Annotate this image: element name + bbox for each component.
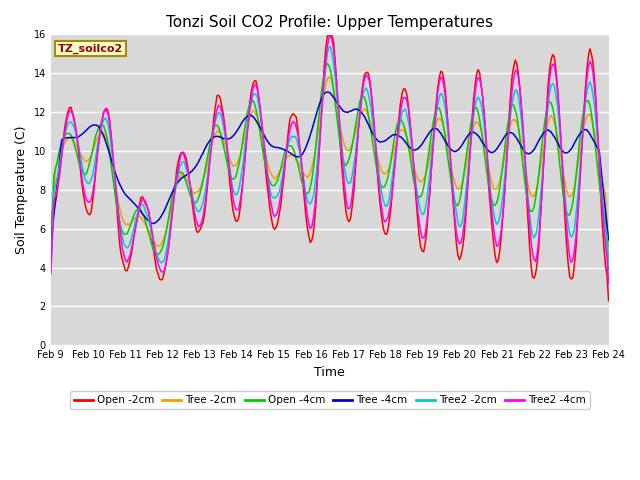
Tree -2cm xyxy=(241,132,249,138)
Open -4cm xyxy=(115,216,123,222)
Tree -2cm xyxy=(213,129,221,134)
Y-axis label: Soil Temperature (C): Soil Temperature (C) xyxy=(15,125,28,254)
Open -2cm xyxy=(47,253,54,259)
Tree2 -4cm xyxy=(291,120,298,126)
Tree -4cm xyxy=(232,130,239,136)
Open -2cm xyxy=(241,154,249,159)
Tree2 -4cm xyxy=(605,281,612,287)
Tree -4cm xyxy=(213,133,221,139)
Tree -2cm xyxy=(232,162,239,168)
Tree -2cm xyxy=(575,155,583,160)
Tree2 -2cm xyxy=(605,263,612,269)
Tree -4cm xyxy=(47,242,54,248)
Open -4cm xyxy=(47,245,54,251)
Open -2cm xyxy=(115,236,123,241)
Tree2 -2cm xyxy=(575,177,583,182)
X-axis label: Time: Time xyxy=(314,366,345,379)
Tree2 -2cm xyxy=(291,133,298,139)
Open -2cm xyxy=(575,192,583,198)
Legend: Open -2cm, Tree -2cm, Open -4cm, Tree -4cm, Tree2 -2cm, Tree2 -4cm: Open -2cm, Tree -2cm, Open -4cm, Tree -4… xyxy=(70,391,589,409)
Tree2 -2cm xyxy=(47,270,54,276)
Tree -2cm xyxy=(291,154,298,159)
Open -4cm xyxy=(575,144,583,149)
Tree2 -4cm xyxy=(241,155,249,160)
Tree2 -4cm xyxy=(326,33,334,39)
Open -2cm xyxy=(323,33,331,39)
Tree2 -4cm xyxy=(575,191,583,196)
Open -2cm xyxy=(213,93,221,98)
Tree -2cm xyxy=(47,256,54,262)
Line: Tree -2cm: Tree -2cm xyxy=(51,77,609,259)
Tree2 -2cm xyxy=(241,143,249,148)
Tree -4cm xyxy=(241,115,249,121)
Tree -4cm xyxy=(291,153,298,159)
Open -2cm xyxy=(605,298,612,303)
Tree -4cm xyxy=(115,180,123,186)
Tree -4cm xyxy=(323,89,331,95)
Tree2 -4cm xyxy=(232,206,239,212)
Open -4cm xyxy=(323,60,331,66)
Tree -4cm xyxy=(575,132,583,138)
Tree2 -4cm xyxy=(47,271,54,277)
Line: Open -2cm: Open -2cm xyxy=(51,36,609,300)
Open -4cm xyxy=(232,174,239,180)
Tree -4cm xyxy=(605,237,612,243)
Open -4cm xyxy=(241,124,249,130)
Open -2cm xyxy=(291,112,298,118)
Line: Tree2 -4cm: Tree2 -4cm xyxy=(51,36,609,284)
Line: Tree -4cm: Tree -4cm xyxy=(51,92,609,245)
Line: Open -4cm: Open -4cm xyxy=(51,63,609,269)
Tree2 -4cm xyxy=(213,107,221,112)
Open -2cm xyxy=(232,218,239,224)
Open -4cm xyxy=(213,122,221,128)
Line: Tree2 -2cm: Tree2 -2cm xyxy=(51,47,609,273)
Tree -2cm xyxy=(115,203,123,209)
Tree2 -2cm xyxy=(326,44,334,50)
Tree2 -2cm xyxy=(232,192,239,198)
Text: TZ_soilco2: TZ_soilco2 xyxy=(58,43,124,54)
Tree2 -2cm xyxy=(115,215,123,220)
Title: Tonzi Soil CO2 Profile: Upper Temperatures: Tonzi Soil CO2 Profile: Upper Temperatur… xyxy=(166,15,493,30)
Open -4cm xyxy=(291,150,298,156)
Tree -2cm xyxy=(325,74,333,80)
Tree2 -4cm xyxy=(115,218,123,224)
Tree -2cm xyxy=(605,245,612,251)
Tree2 -2cm xyxy=(213,113,221,119)
Open -4cm xyxy=(605,266,612,272)
